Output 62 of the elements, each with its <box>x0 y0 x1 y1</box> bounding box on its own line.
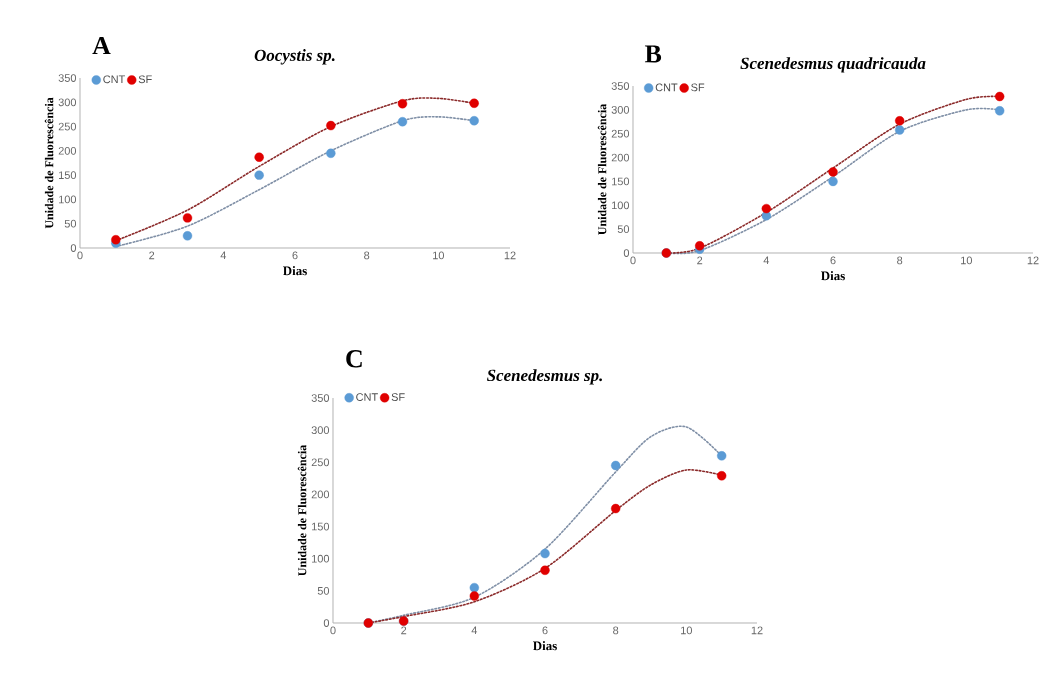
legend-label: CNT <box>356 393 378 401</box>
x-tick-label: 2 <box>149 251 155 260</box>
y-tick-label: 100 <box>312 554 330 563</box>
chart-title: Oocystis sp. <box>254 49 335 65</box>
x-tick-label: 12 <box>751 626 763 635</box>
legend-label: SF <box>138 75 152 84</box>
x-tick-label: 10 <box>433 251 444 260</box>
y-tick-label: 150 <box>312 522 330 531</box>
x-tick-label: 0 <box>330 626 336 635</box>
y-tick-label: 250 <box>58 122 77 131</box>
x-tick-label: 6 <box>542 626 548 635</box>
x-tick-label: 10 <box>681 626 692 635</box>
y-tick-label: 350 <box>311 394 330 402</box>
y-tick-label: 50 <box>317 586 330 595</box>
x-tick-label: 2 <box>697 256 703 265</box>
x-tick-label: 8 <box>613 626 619 635</box>
x-tick-label: 0 <box>77 251 83 260</box>
y-tick-label: 350 <box>58 74 77 82</box>
y-tick-label: 150 <box>59 171 77 180</box>
y-axis-title: Unidade de Fluorescência <box>297 445 307 576</box>
x-tick-label: 2 <box>401 626 407 635</box>
y-tick-label: 100 <box>59 195 77 204</box>
y-tick-label: 0 <box>323 619 330 627</box>
x-tick-label: 6 <box>830 256 836 265</box>
legend-label: CNT <box>103 75 126 84</box>
x-tick-label: 8 <box>897 256 903 265</box>
x-tick-label: 10 <box>961 256 972 265</box>
x-tick-label: 12 <box>504 251 516 260</box>
y-tick-label: 250 <box>311 458 330 467</box>
legend-label: CNT <box>655 83 678 92</box>
y-axis-title: Unidade de Fluorescência <box>597 104 607 235</box>
y-tick-label: 200 <box>611 153 630 162</box>
x-axis-title: Dias <box>821 271 845 281</box>
y-tick-label: 50 <box>64 219 77 228</box>
legend-label: SF <box>391 393 405 401</box>
text: A <box>92 36 111 55</box>
y-tick-label: 200 <box>311 490 330 499</box>
x-tick-label: 0 <box>630 256 636 265</box>
y-tick-label: 250 <box>611 129 630 138</box>
x-tick-label: 12 <box>1027 256 1039 265</box>
text: B <box>644 45 662 63</box>
text: C <box>346 350 362 368</box>
y-tick-label: 300 <box>311 426 330 435</box>
x-axis-title: Dias <box>533 641 557 651</box>
y-tick-label: 0 <box>70 244 77 252</box>
y-tick-label: 50 <box>617 225 630 234</box>
x-tick-label: 6 <box>292 251 298 260</box>
chart-title: Scenedesmus sp. <box>486 369 602 385</box>
legend-label: SF <box>691 83 705 92</box>
x-tick-label: 4 <box>763 256 770 265</box>
y-tick-label: 300 <box>611 105 630 114</box>
y-tick-label: 100 <box>612 201 630 210</box>
chart-title: Scenedesmus quadricauda <box>740 57 926 73</box>
x-tick-label: 4 <box>471 626 478 635</box>
x-tick-label: 4 <box>220 251 227 260</box>
y-tick-label: 150 <box>612 177 630 186</box>
y-axis-title: Unidade de Fluorescência <box>44 97 54 229</box>
y-tick-label: 200 <box>58 146 77 155</box>
y-tick-label: 300 <box>58 98 77 107</box>
y-tick-label: 350 <box>611 82 630 90</box>
x-tick-label: 8 <box>364 251 370 260</box>
x-axis-title: Dias <box>283 266 307 276</box>
